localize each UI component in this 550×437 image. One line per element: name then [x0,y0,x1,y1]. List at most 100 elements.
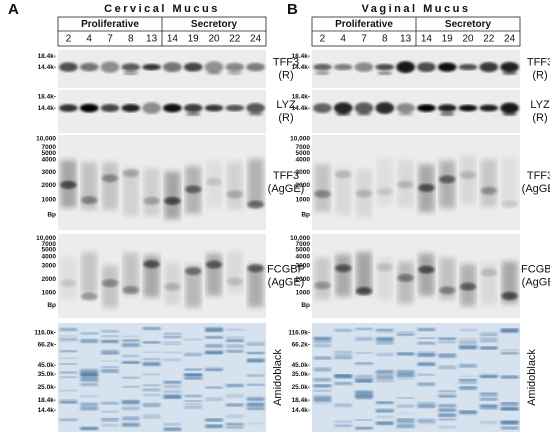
band [314,189,331,198]
lane-label: 19 [188,34,200,45]
stain-band [313,398,332,402]
band [500,61,519,73]
stain-band [438,365,456,370]
stain-band [376,401,394,404]
stain-band [122,402,140,405]
stain-band [500,330,519,334]
band [333,102,353,114]
size-marker: 116.0k- [288,330,310,337]
stain-band [59,401,78,404]
stain-band [184,405,202,409]
size-marker: Bp [301,212,310,219]
stain-band [246,402,265,407]
smear [102,162,118,210]
stain-band [101,339,119,344]
band [100,61,120,73]
smear [226,161,243,209]
band [315,71,330,76]
size-marker: 7000 [42,144,57,151]
stain-band [142,403,161,407]
band [163,62,182,73]
lane-label: 2 [66,34,72,45]
stain-band [246,358,265,363]
stain-band [205,327,223,332]
size-marker: 14.4k- [292,407,310,414]
stain-band [313,378,332,382]
smear [143,168,160,217]
stain-band [122,400,140,403]
stain-band [226,424,244,429]
stain-band [396,331,415,335]
stain-band [163,395,182,399]
stain-band [246,352,265,355]
stain-band [59,340,78,343]
stain-band [313,389,332,392]
lane-label: 8 [128,34,134,45]
size-marker: 18.4k- [292,53,310,60]
stain-band [80,368,98,372]
smear [122,168,139,216]
band [247,264,264,273]
smear [185,265,202,308]
stain-band [122,335,140,338]
stain-band [246,374,265,377]
stain-band [59,350,78,353]
stain-band [80,332,98,335]
size-marker: 5000 [42,247,57,254]
band [438,175,456,184]
band [122,286,140,295]
stain-band [376,329,394,333]
size-marker: 18.4k- [292,94,310,101]
band [313,103,332,114]
smear [335,167,352,216]
band [397,180,414,189]
stain-band [205,367,223,371]
stain-band [334,374,352,377]
blot-label: TFF3 [527,56,550,68]
stain-band [101,329,119,333]
band [335,112,351,117]
stain-band [163,358,182,362]
size-marker: 2000 [42,182,57,189]
size-marker: 25.0k- [38,384,56,391]
size-marker: 1000 [296,290,311,297]
band [121,63,141,71]
stain-band [376,375,394,379]
stain-band [396,373,415,378]
band [479,62,499,73]
stain-band [459,345,477,350]
stain-band [417,341,436,345]
band [143,196,160,205]
band [354,102,374,114]
smear [164,171,181,220]
band [142,63,161,71]
size-marker: Bp [47,302,56,309]
stain-band [438,426,456,429]
stain-band [226,422,244,425]
band [185,112,201,117]
stain-band [313,384,332,386]
size-marker: 5000 [42,150,57,157]
stain-band [459,386,477,390]
band [184,185,202,194]
lane-label: 13 [146,34,158,45]
stain-band [122,360,140,364]
smear [460,156,476,204]
stain-band [313,403,332,405]
stain-band [59,371,78,374]
stain-band [313,344,332,347]
band [79,103,99,113]
stain-band [500,349,519,351]
smear [247,159,264,207]
stain-band [184,338,202,341]
size-marker: 18.4k- [38,397,56,404]
band [247,200,264,209]
stain-band [226,414,244,418]
blot-bands [60,251,264,308]
stain-band [226,403,244,407]
stain-band [459,328,477,331]
size-marker: 4000 [42,253,57,260]
band [418,183,435,192]
band [59,62,78,72]
size-marker: 116.0k- [34,330,56,337]
